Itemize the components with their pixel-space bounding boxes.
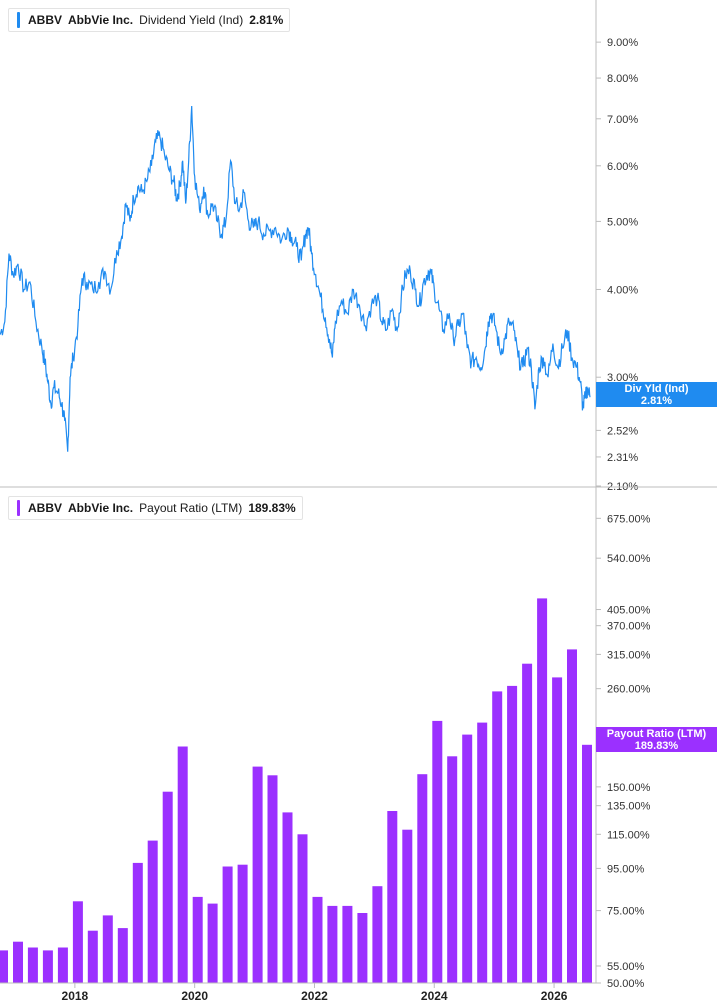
payout-tick-label: 55.00% bbox=[607, 961, 645, 973]
yield-tag-label: Div Yld (Ind) bbox=[624, 383, 689, 395]
payout-bar bbox=[207, 903, 218, 983]
yield-legend-swatch bbox=[17, 12, 20, 28]
yield-tick-label: 8.00% bbox=[607, 73, 638, 85]
payout-bar bbox=[477, 722, 488, 983]
payout-bar bbox=[282, 812, 293, 983]
payout-bar bbox=[522, 663, 533, 983]
payout-bar bbox=[297, 834, 308, 983]
payout-bar bbox=[567, 649, 577, 983]
payout-bar bbox=[13, 941, 23, 983]
payout-bar bbox=[102, 915, 113, 983]
payout-tag-label: Payout Ratio (LTM) bbox=[606, 728, 707, 740]
payout-legend-company: AbbVie Inc. bbox=[68, 501, 134, 515]
payout-value-tag: Payout Ratio (LTM) 189.83% bbox=[596, 727, 717, 752]
yield-tick-label: 4.00% bbox=[607, 284, 638, 296]
payout-tick-label: 315.00% bbox=[607, 649, 651, 661]
yield-legend-company: AbbVie Inc. bbox=[68, 13, 134, 27]
x-tick-label: 2026 bbox=[541, 989, 568, 1003]
payout-legend-swatch bbox=[17, 500, 20, 516]
payout-bar bbox=[117, 928, 128, 983]
payout-bar bbox=[417, 774, 428, 983]
payout-bar bbox=[447, 756, 458, 983]
payout-bar bbox=[462, 734, 473, 983]
payout-tick-label: 370.00% bbox=[607, 621, 651, 633]
payout-bar bbox=[0, 950, 8, 983]
payout-tick-label: 405.00% bbox=[607, 605, 651, 617]
payout-legend-value: 189.83% bbox=[248, 501, 296, 515]
payout-bar bbox=[42, 950, 53, 983]
payout-bar bbox=[492, 691, 503, 983]
payout-bar bbox=[27, 947, 38, 983]
payout-bar bbox=[267, 775, 278, 983]
x-tick-label: 2022 bbox=[301, 989, 328, 1003]
payout-bars bbox=[0, 598, 592, 983]
x-tick-label: 2024 bbox=[421, 989, 448, 1003]
payout-bar bbox=[57, 947, 68, 983]
payout-bar bbox=[222, 866, 233, 983]
payout-tick-label: 95.00% bbox=[607, 863, 645, 875]
payout-bar bbox=[372, 886, 383, 983]
yield-tick-label: 2.31% bbox=[607, 452, 638, 464]
payout-bar bbox=[252, 766, 263, 983]
x-tick-label: 2018 bbox=[62, 989, 89, 1003]
payout-bar bbox=[342, 905, 353, 983]
x-tick-label: 2020 bbox=[181, 989, 208, 1003]
payout-bar bbox=[132, 862, 143, 983]
yield-tick-label: 3.00% bbox=[607, 372, 638, 384]
yield-tick-label: 5.00% bbox=[607, 216, 638, 228]
yield-tick-label: 9.00% bbox=[607, 37, 638, 49]
payout-bar bbox=[552, 677, 563, 983]
payout-bar bbox=[327, 905, 338, 983]
payout-tick-label: 115.00% bbox=[607, 829, 650, 841]
payout-tick-label: 675.00% bbox=[607, 513, 651, 525]
payout-legend-metric: Payout Ratio (LTM) bbox=[139, 501, 243, 515]
yield-legend[interactable]: ABBV AbbVie Inc. Dividend Yield (Ind) 2.… bbox=[8, 8, 291, 32]
payout-bar bbox=[177, 746, 188, 983]
payout-bar bbox=[537, 598, 548, 983]
payout-legend-ticker: ABBV bbox=[28, 501, 63, 515]
yield-tick-label: 7.00% bbox=[607, 114, 638, 126]
yield-series-line bbox=[0, 105, 591, 452]
payout-legend[interactable]: ABBV AbbVie Inc. Payout Ratio (LTM) 189.… bbox=[8, 496, 303, 520]
payout-bar bbox=[432, 720, 443, 983]
payout-tick-label: 50.00% bbox=[607, 978, 645, 990]
payout-bar bbox=[387, 811, 398, 983]
x-axis: 2018 2020 2022 2024 2026 bbox=[62, 983, 568, 1003]
payout-bar bbox=[72, 901, 83, 983]
payout-tick-label: 540.00% bbox=[607, 553, 651, 565]
yield-value-tag: Div Yld (Ind) 2.81% bbox=[596, 382, 717, 407]
payout-tick-label: 260.00% bbox=[607, 684, 651, 696]
yield-legend-ticker: ABBV bbox=[28, 13, 63, 27]
payout-bar bbox=[582, 744, 592, 983]
payout-bar bbox=[402, 829, 413, 983]
payout-tick-label: 135.00% bbox=[607, 801, 651, 813]
yield-axis: 9.00% 8.00% 7.00% 6.00% 5.00% 4.00% 3.00% 2.52%… bbox=[596, 37, 638, 493]
payout-bar bbox=[162, 791, 173, 983]
yield-legend-metric: Dividend Yield (Ind) bbox=[139, 13, 244, 27]
yield-tick-label: 6.00% bbox=[607, 161, 638, 173]
yield-tick-label: 2.52% bbox=[607, 425, 638, 437]
payout-bar bbox=[357, 913, 368, 983]
payout-bar bbox=[237, 864, 248, 983]
payout-bar bbox=[507, 685, 518, 983]
payout-tag-value: 189.83% bbox=[634, 740, 679, 752]
payout-bar bbox=[192, 896, 203, 983]
payout-bar bbox=[312, 896, 323, 983]
payout-tick-label: 75.00% bbox=[607, 906, 645, 918]
yield-legend-value: 2.81% bbox=[249, 13, 284, 27]
payout-tick-label: 150.00% bbox=[607, 782, 651, 794]
payout-bar bbox=[147, 840, 158, 983]
payout-bar bbox=[87, 930, 98, 983]
yield-tag-value: 2.81% bbox=[640, 395, 673, 407]
